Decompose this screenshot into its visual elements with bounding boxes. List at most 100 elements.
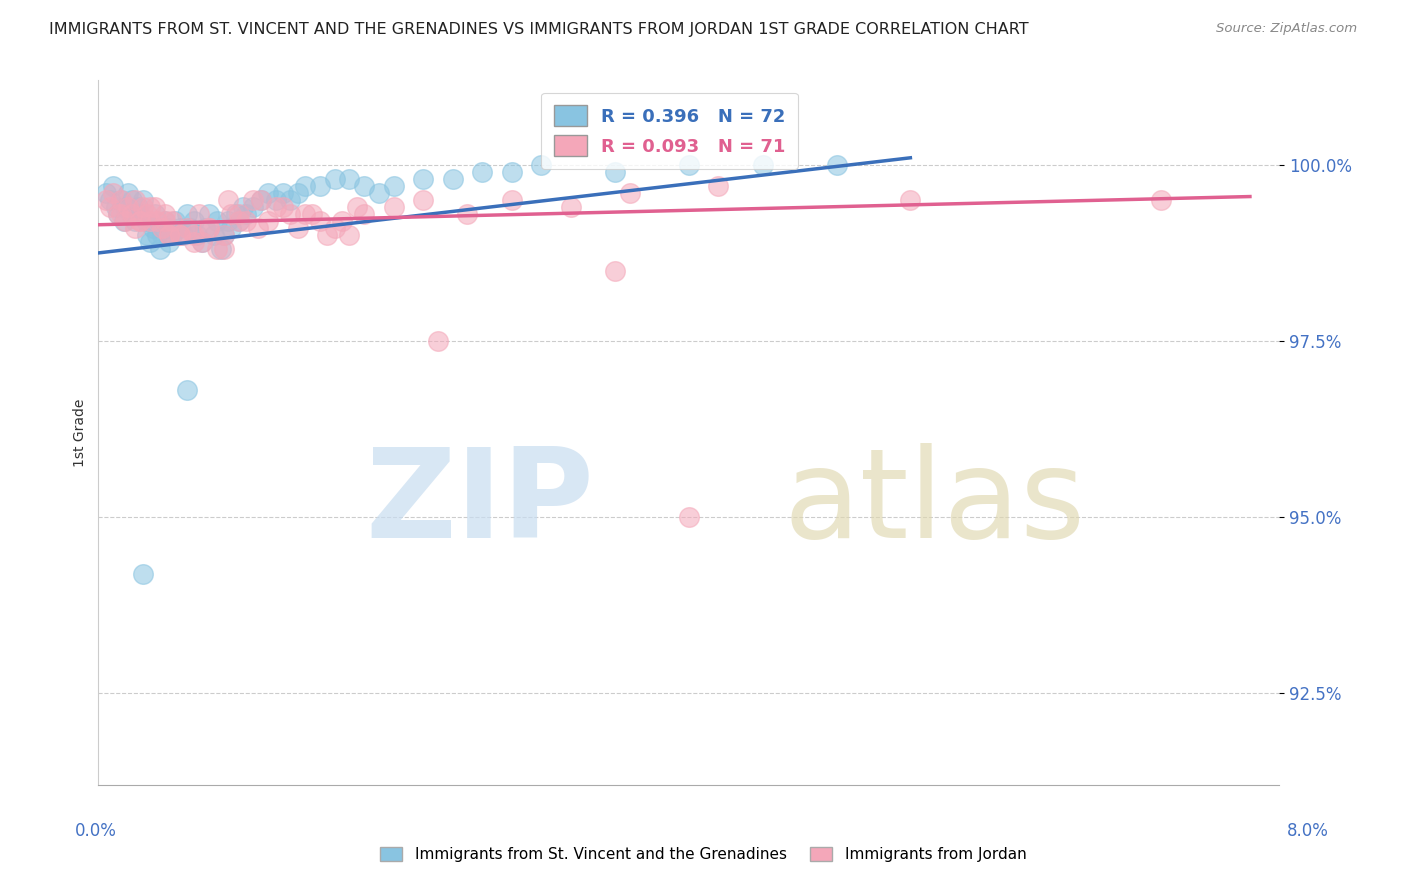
Point [139, 214, 162, 228]
Point [143, 207, 166, 221]
Point [142, 221, 165, 235]
Point [132, 566, 155, 581]
Point [128, 214, 150, 228]
Point [94, 193, 117, 207]
Point [136, 228, 159, 243]
Point [471, 165, 494, 179]
Point [135, 214, 157, 228]
Point [150, 228, 173, 243]
Point [309, 214, 332, 228]
Point [530, 158, 553, 172]
Point [179, 221, 201, 235]
Point [353, 207, 375, 221]
Point [169, 221, 191, 235]
Point [294, 207, 316, 221]
Point [271, 186, 294, 200]
Point [900, 193, 922, 207]
Point [212, 228, 235, 243]
Point [619, 186, 641, 200]
Point [143, 200, 166, 214]
Point [121, 207, 143, 221]
Point [107, 207, 129, 221]
Point [209, 243, 232, 257]
Point [162, 228, 183, 243]
Point [103, 179, 125, 194]
Point [187, 207, 209, 221]
Point [107, 207, 129, 221]
Point [752, 158, 775, 172]
Point [309, 179, 332, 194]
Point [353, 179, 375, 194]
Point [191, 235, 214, 250]
Point [242, 200, 264, 214]
Point [382, 179, 405, 194]
Point [221, 221, 243, 235]
Point [1150, 193, 1173, 207]
Point [323, 172, 346, 186]
Point [225, 207, 247, 221]
Point [427, 334, 450, 348]
Point [202, 228, 225, 243]
Point [153, 214, 176, 228]
Point [205, 214, 228, 228]
Point [121, 193, 143, 207]
Point [124, 193, 146, 207]
Point [246, 221, 269, 235]
Point [165, 214, 187, 228]
Point [412, 193, 434, 207]
Point [323, 221, 346, 235]
Point [124, 214, 146, 228]
Point [136, 207, 159, 221]
Point [280, 207, 302, 221]
Point [128, 214, 150, 228]
Point [176, 384, 198, 398]
Point [114, 200, 136, 214]
Point [98, 200, 121, 214]
Point [162, 214, 183, 228]
Point [183, 228, 205, 243]
Point [242, 193, 264, 207]
Point [678, 510, 700, 524]
Point [339, 172, 361, 186]
Point [191, 235, 214, 250]
Text: atlas: atlas [783, 442, 1085, 564]
Point [339, 228, 361, 243]
Point [235, 207, 257, 221]
Point [172, 228, 194, 243]
Point [110, 193, 132, 207]
Point [441, 172, 464, 186]
Point [221, 207, 243, 221]
Point [678, 158, 700, 172]
Point [205, 243, 228, 257]
Point [257, 214, 280, 228]
Point [271, 200, 294, 214]
Point [217, 193, 239, 207]
Point [153, 214, 176, 228]
Point [105, 200, 128, 214]
Point [132, 193, 155, 207]
Point [128, 207, 150, 221]
Point [198, 207, 221, 221]
Point [228, 214, 250, 228]
Point [146, 228, 169, 243]
Point [117, 186, 139, 200]
Point [94, 186, 117, 200]
Point [157, 228, 180, 243]
Point [103, 186, 125, 200]
Point [186, 228, 208, 243]
Point [235, 214, 257, 228]
Point [250, 193, 273, 207]
Point [330, 214, 353, 228]
Text: Source: ZipAtlas.com: Source: ZipAtlas.com [1216, 22, 1357, 36]
Legend: R = 0.396   N = 72, R = 0.093   N = 71: R = 0.396 N = 72, R = 0.093 N = 71 [541, 93, 799, 169]
Text: 8.0%: 8.0% [1286, 822, 1329, 840]
Text: 0.0%: 0.0% [75, 822, 117, 840]
Point [605, 263, 627, 277]
Text: IMMIGRANTS FROM ST. VINCENT AND THE GRENADINES VS IMMIGRANTS FROM JORDAN 1ST GRA: IMMIGRANTS FROM ST. VINCENT AND THE GREN… [49, 22, 1029, 37]
Point [124, 221, 146, 235]
Point [605, 165, 627, 179]
Point [560, 200, 582, 214]
Y-axis label: 1st Grade: 1st Grade [73, 399, 87, 467]
Text: ZIP: ZIP [366, 442, 595, 564]
Point [139, 235, 162, 250]
